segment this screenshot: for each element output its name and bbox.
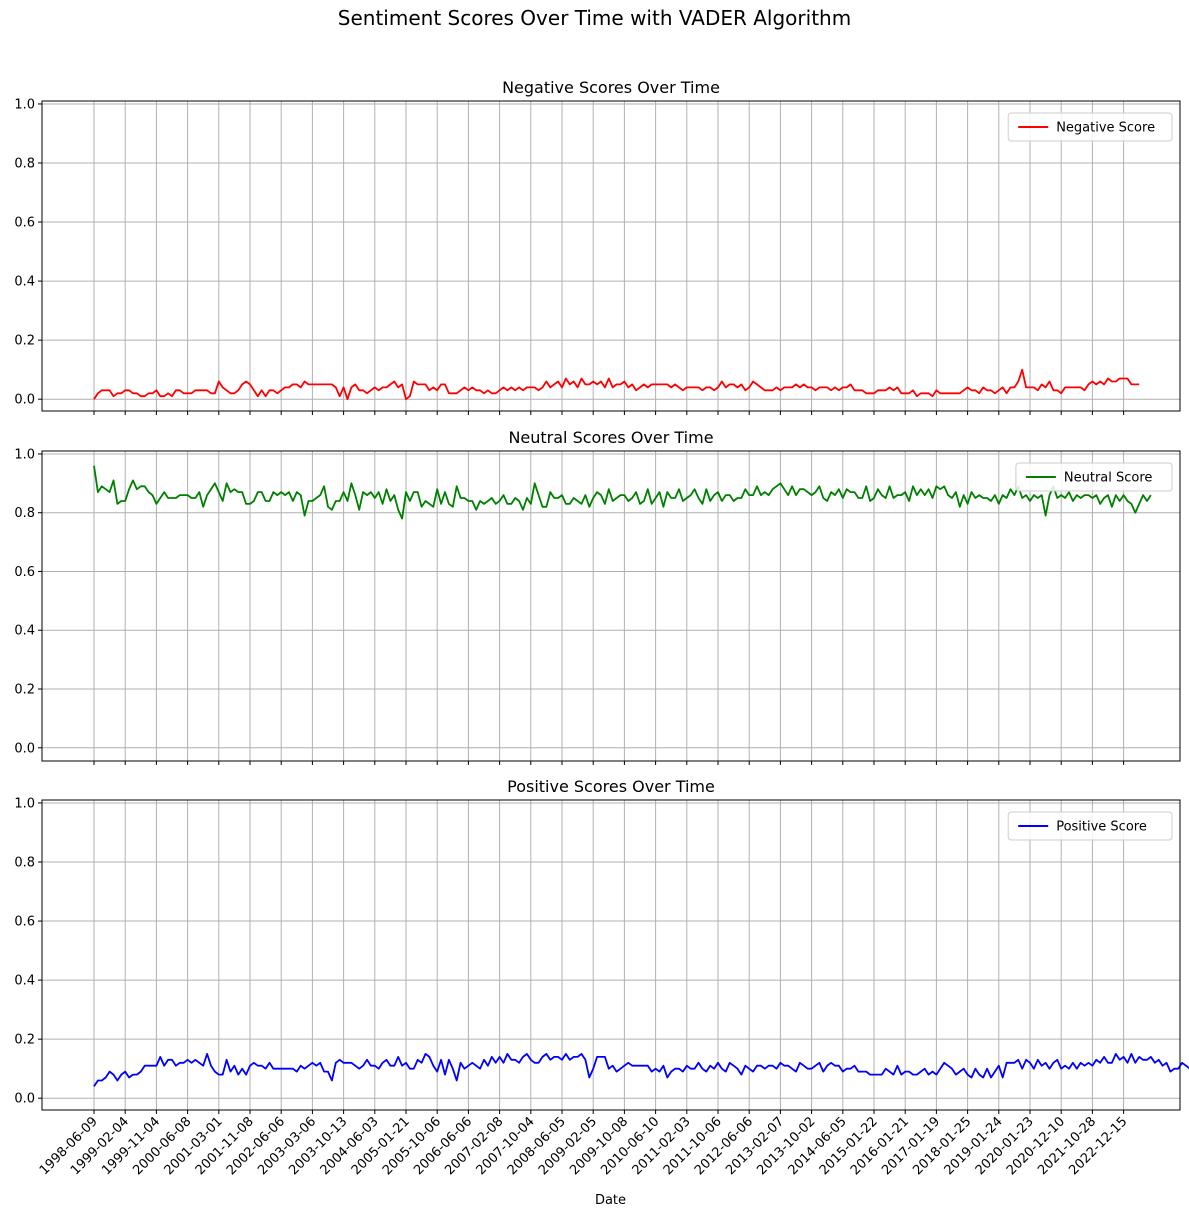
legend-label: Neutral Score <box>1064 471 1153 486</box>
legend-label: Negative Score <box>1056 121 1155 136</box>
axes-frame <box>41 799 1181 1111</box>
subplot-1: 0.0 0.2 0.4 0.6 0.8 1.0 Negative Scores Over T… <box>14 78 1181 415</box>
y-tick-label: 0.8 <box>14 506 35 521</box>
y-tick-label: 1.0 <box>14 796 35 811</box>
y-tick-label: 0.4 <box>14 974 35 989</box>
subplot-title: Neutral Scores Over Time <box>508 428 713 447</box>
legend: Positive Score <box>1007 811 1173 841</box>
y-tick-label: 0.0 <box>14 1092 35 1107</box>
legend: Negative Score <box>1007 112 1173 142</box>
y-tick-label: 0.2 <box>14 334 35 349</box>
axes-frame <box>41 100 1181 412</box>
legend-box <box>1015 462 1173 492</box>
series-line <box>93 1053 1189 1087</box>
subplot-title: Negative Scores Over Time <box>502 78 720 97</box>
y-tick-label: 0.6 <box>14 216 35 231</box>
y-tick-label: 0.2 <box>14 683 35 698</box>
subplot-title: Positive Scores Over Time <box>507 777 715 796</box>
axes-frame <box>41 450 1181 762</box>
series-line <box>93 465 1152 520</box>
figure-title: Sentiment Scores Over Time with VADER Al… <box>338 6 851 30</box>
y-tick-label: 0.8 <box>14 856 35 871</box>
y-tick-label: 0.8 <box>14 157 35 172</box>
legend: Neutral Score <box>1015 462 1173 492</box>
y-tick-label: 0.2 <box>14 1033 35 1048</box>
legend-box <box>1007 112 1173 142</box>
y-tick-label: 0.0 <box>14 741 35 756</box>
y-tick-label: 1.0 <box>14 447 35 462</box>
subplot-2: 0.0 0.2 0.4 0.6 0.8 1.0 Neutral Scores Over Ti… <box>14 428 1181 765</box>
y-tick-label: 0.0 <box>14 393 35 408</box>
series-line <box>93 368 1140 401</box>
y-tick-label: 0.4 <box>14 275 35 290</box>
y-tick-label: 0.6 <box>14 565 35 580</box>
y-tick-label: 1.0 <box>14 97 35 112</box>
y-tick-label: 0.6 <box>14 915 35 930</box>
legend-box <box>1007 811 1173 841</box>
y-tick-label: 0.4 <box>14 624 35 639</box>
legend-label: Positive Score <box>1056 820 1147 835</box>
x-axis-label: Date <box>595 1193 626 1208</box>
